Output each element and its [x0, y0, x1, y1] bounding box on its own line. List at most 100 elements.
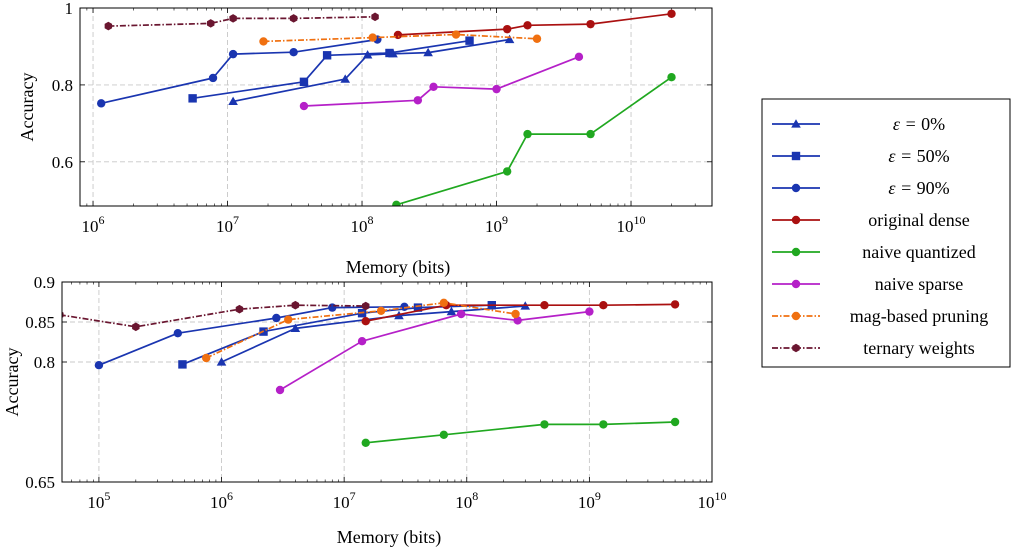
legend-marker: [791, 279, 801, 289]
series-group: [96, 9, 676, 206]
y-tick-label: 0.85: [25, 313, 55, 332]
series-line-ternary: [108, 15, 376, 27]
point-naive_q: [361, 438, 370, 447]
legend-marker: [791, 311, 801, 321]
x-tick-label: 109: [485, 213, 508, 236]
point-naive_q: [439, 430, 449, 439]
point-naive_s: [429, 82, 438, 92]
point-naive_s: [456, 309, 466, 319]
x-axis-label: Memory (bits): [337, 527, 441, 548]
legend-item-eps0: ε = 0%: [772, 114, 945, 134]
point-naive_s: [413, 96, 423, 105]
y-tick-label: 0.9: [34, 273, 55, 292]
point-eps50: [299, 77, 309, 87]
point-dense: [540, 301, 549, 310]
point-ternary: [207, 19, 215, 28]
x-tick-label: 1010: [698, 489, 727, 512]
minor-ticks: [71, 282, 707, 482]
legend-marker: [791, 151, 801, 161]
y-axis-label: Accuracy: [2, 348, 22, 417]
legend-label: naive sparse: [875, 274, 963, 294]
x-tick-label: 105: [87, 489, 110, 512]
point-eps90: [272, 313, 281, 323]
point-mag: [439, 298, 449, 307]
point-eps90: [400, 302, 409, 311]
point-mag: [451, 30, 461, 39]
point-eps90: [94, 361, 104, 370]
point-naive_s: [299, 101, 309, 111]
point-eps50: [385, 48, 394, 58]
legend-item-ternary: ternary weights: [772, 338, 975, 358]
y-tick-label: 0.8: [52, 76, 73, 95]
point-eps0: [504, 34, 515, 44]
point-eps90: [173, 329, 183, 338]
point-eps90: [208, 73, 218, 83]
point-naive_s: [357, 337, 367, 346]
series-line-eps90: [101, 38, 378, 105]
point-naive_s: [513, 316, 522, 325]
legend-item-naive_q: naive quantized: [772, 242, 976, 262]
point-ternary: [229, 14, 237, 23]
point-ternary: [289, 14, 298, 23]
point-naive_q: [586, 129, 595, 139]
point-dense: [599, 301, 608, 310]
x-tick-label: 106: [210, 489, 233, 512]
point-dense: [502, 24, 512, 34]
x-tick-label: 106: [82, 213, 105, 236]
legend-marker: [791, 119, 801, 128]
point-ternary: [362, 301, 370, 311]
point-eps50: [465, 36, 474, 45]
legend-label: ε = 90%: [888, 178, 949, 198]
point-eps0: [290, 323, 301, 332]
point-naive_q: [392, 200, 401, 206]
chart-1: 106 107 108 109 1010 0.6 0.8 1 Memory (bits) Accu…: [17, 0, 713, 278]
point-naive_q: [670, 417, 680, 427]
legend-marker: [792, 343, 800, 353]
x-axis-label: Memory (bits): [346, 257, 450, 278]
gridlines: [62, 282, 712, 482]
x-tick-label: 109: [578, 489, 601, 512]
legend-label: mag-based pruning: [850, 306, 988, 326]
point-dense: [393, 30, 403, 40]
legend-label: ε = 50%: [888, 146, 949, 166]
series-line-dense: [397, 12, 672, 36]
series-line-mag: [263, 33, 538, 43]
point-naive_q: [540, 420, 549, 429]
point-naive_q: [523, 129, 532, 139]
legend-marker: [791, 215, 801, 225]
point-dense: [523, 21, 532, 30]
major-ticks: [62, 281, 713, 483]
x-tick-label: 108: [351, 213, 374, 236]
point-naive_q: [502, 167, 512, 176]
x-tick-label: 1010: [617, 213, 646, 236]
legend-item-mag: mag-based pruning: [772, 306, 988, 326]
series-line-naive_s: [279, 310, 590, 391]
y-tick-label: 0.8: [34, 353, 55, 372]
x-tick-label: 107: [216, 213, 239, 236]
point-eps50: [413, 303, 423, 312]
x-tick-label: 108: [455, 489, 478, 512]
series-group: [62, 298, 680, 447]
legend-item-naive_s: naive sparse: [772, 274, 963, 294]
series-line-ternary: [62, 304, 366, 328]
y-axis-label: Accuracy: [17, 73, 37, 142]
point-ternary: [104, 21, 113, 31]
point-ternary: [371, 12, 379, 22]
point-eps50: [322, 51, 332, 60]
point-dense: [667, 9, 676, 18]
point-eps50: [188, 94, 197, 103]
point-dense: [361, 317, 370, 326]
legend-marker: [791, 247, 801, 257]
point-mag: [368, 33, 377, 42]
x-tick-label: 107: [333, 489, 356, 512]
point-eps0: [216, 357, 227, 366]
point-mag: [376, 306, 386, 315]
chart-2: 105 106 107 108 109 1010 0.65 0.8 0.85 0.9 Memory …: [2, 273, 727, 548]
point-mag: [284, 315, 293, 324]
y-tick-label: 1: [65, 0, 74, 18]
point-mag: [202, 353, 211, 363]
point-ternary: [132, 322, 140, 332]
point-mag: [259, 37, 268, 46]
point-naive_q: [667, 73, 676, 82]
